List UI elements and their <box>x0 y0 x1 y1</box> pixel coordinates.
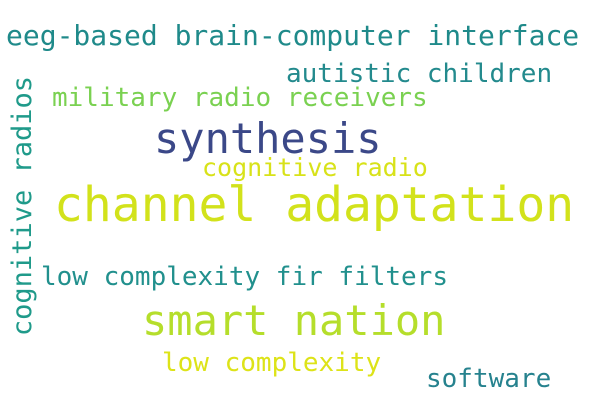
word-low-complexity-fir-filters: low complexity fir filters <box>41 262 448 292</box>
word-eeg-based-brain-computer-interface: eeg-based brain-computer interface <box>6 19 580 52</box>
word-low-complexity: low complexity <box>162 348 382 378</box>
word-synthesis: synthesis <box>154 114 382 163</box>
word-cognitive-radio: cognitive radio <box>202 153 428 182</box>
word-channel-adaptation: channel adaptation <box>54 177 575 233</box>
word-autistic-children: autistic children <box>286 59 553 89</box>
word-software: software <box>426 364 552 394</box>
word-smart-nation: smart nation <box>142 296 446 345</box>
word-cognitive-radios: cognitive radios <box>7 76 38 337</box>
word-military-radio-receivers: military radio receivers <box>52 83 428 113</box>
